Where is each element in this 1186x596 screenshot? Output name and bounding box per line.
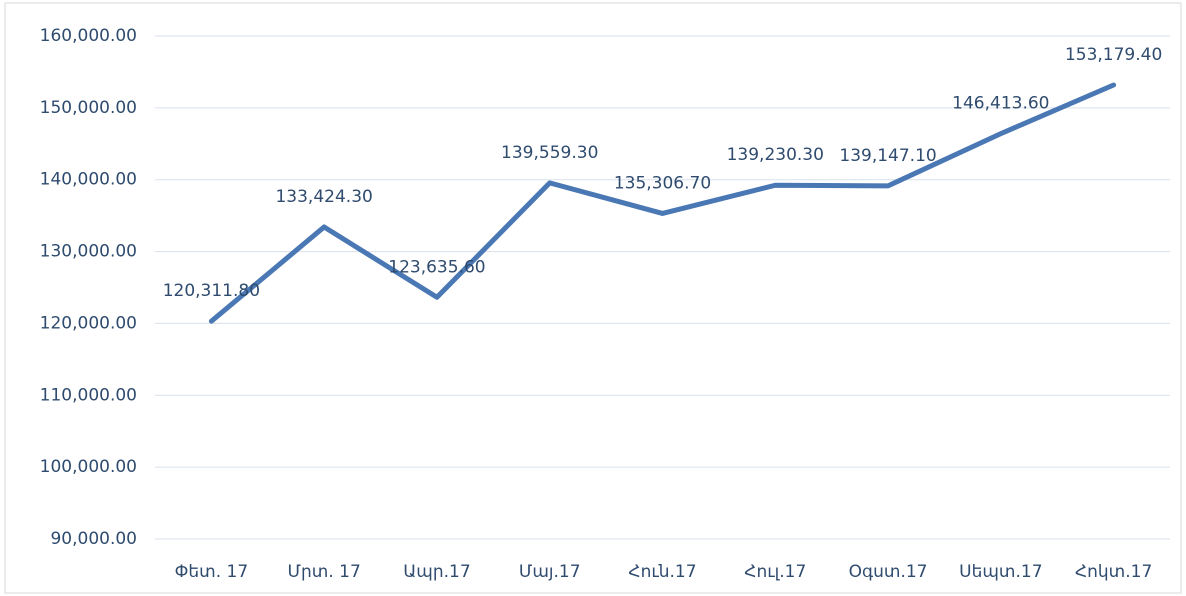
x-tick-label: Հոկտ.17 <box>1075 562 1152 582</box>
x-tick-label: Սեպտ.17 <box>959 562 1042 582</box>
data-label: 153,179.40 <box>1065 45 1162 65</box>
y-tick-label: 110,000.00 <box>40 385 137 405</box>
y-tick-label: 90,000.00 <box>50 529 137 549</box>
x-tick-label: Փետ. 17 <box>175 562 249 582</box>
x-tick-label: Օգստ.17 <box>849 562 928 582</box>
data-label: 139,559.30 <box>501 143 598 163</box>
x-tick-label: Մրտ. 17 <box>288 562 361 582</box>
y-tick-label: 160,000.00 <box>40 26 137 46</box>
y-tick-label: 130,000.00 <box>40 242 137 262</box>
data-line <box>208 82 1117 324</box>
data-label: 139,230.30 <box>727 145 824 165</box>
y-tick-label: 100,000.00 <box>40 457 137 477</box>
data-label: 139,147.10 <box>839 146 936 166</box>
data-label: 123,635.60 <box>388 257 485 277</box>
y-tick-label: 120,000.00 <box>40 313 137 333</box>
data-label: 146,413.60 <box>952 94 1049 114</box>
x-tick-label: Մայ.17 <box>519 562 581 582</box>
data-label: 133,424.30 <box>275 187 372 207</box>
data-label: 135,306.70 <box>614 173 711 193</box>
data-label: 120,311.80 <box>163 281 260 301</box>
x-tick-label: Հուլ.17 <box>744 562 806 582</box>
chart-border <box>4 2 1182 594</box>
y-tick-label: 150,000.00 <box>40 98 137 118</box>
x-tick-label: Ապր.17 <box>403 562 470 582</box>
x-tick-label: Հուն.17 <box>628 562 696 582</box>
y-tick-label: 140,000.00 <box>40 170 137 190</box>
